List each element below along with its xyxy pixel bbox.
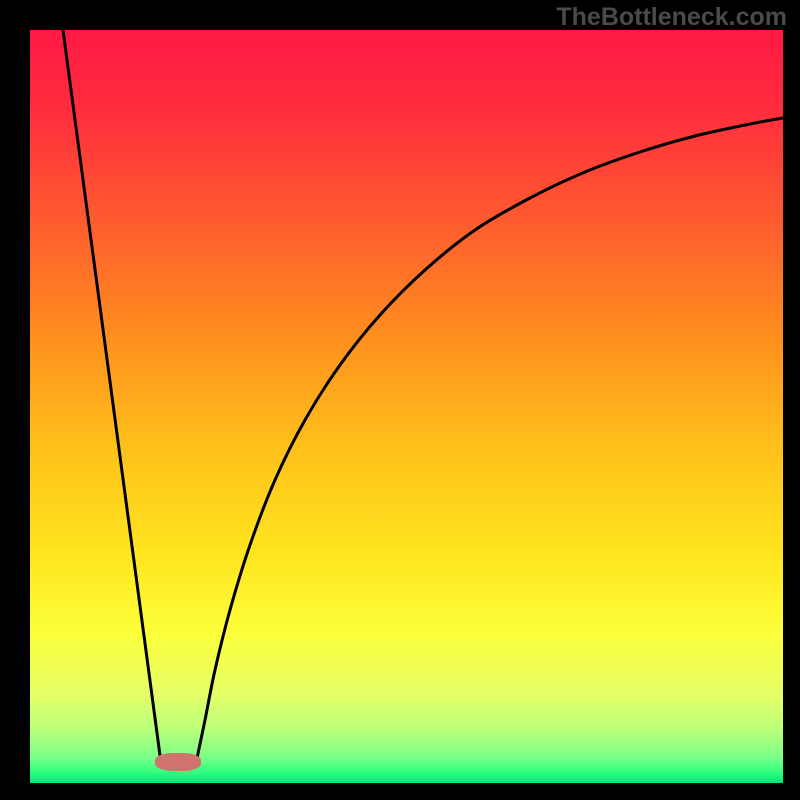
optimum-marker: [155, 753, 201, 771]
bottleneck-curve: [30, 30, 783, 783]
watermark-text: TheBottleneck.com: [556, 3, 787, 32]
chart-container: TheBottleneck.com: [0, 0, 800, 800]
plot-area: [30, 30, 783, 783]
